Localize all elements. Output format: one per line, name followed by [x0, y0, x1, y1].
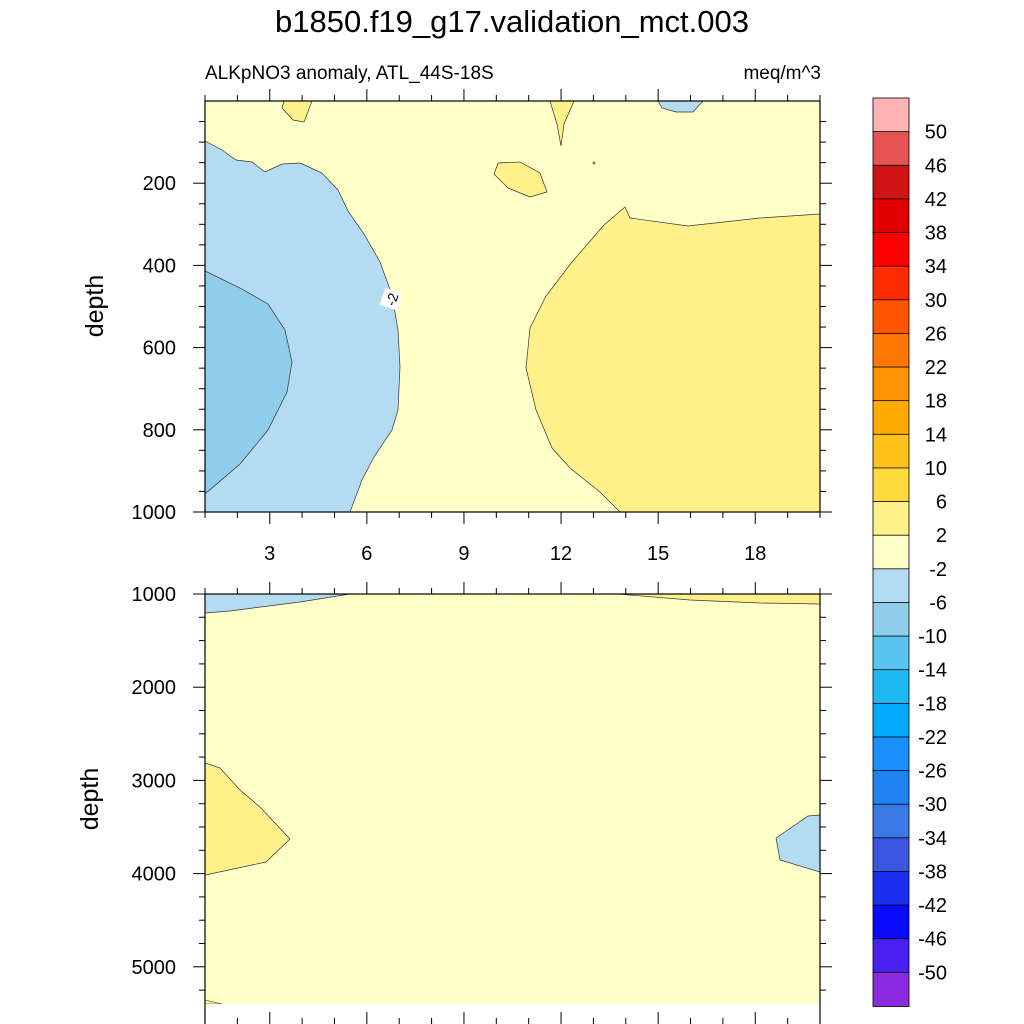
lower-y-tick-label: 4000 — [132, 864, 177, 886]
colorbar-swatch — [872, 837, 910, 873]
upper-region-surface-dip — [281, 101, 313, 123]
contour-label: -2 — [382, 291, 401, 308]
colorbar-label: -6 — [929, 592, 947, 614]
lower-region-neutral — [205, 594, 820, 1004]
lower-y-tick-label: 5000 — [132, 957, 177, 979]
upper-axis-ticks: 3 6 9 12 15 18 200 400 600 800 1000 — [132, 89, 832, 565]
colorbar-label: -10 — [918, 626, 947, 648]
upper-x-tick-label: 15 — [647, 543, 669, 565]
colorbar-swatch — [872, 669, 910, 705]
lower-y-tick-label: 1000 — [132, 584, 177, 606]
colorbar-label: -34 — [918, 828, 947, 850]
colorbar-swatch — [872, 366, 910, 402]
contour-label-box — [379, 287, 403, 311]
lower-region-west-warm — [205, 762, 291, 876]
colorbar-label: -46 — [918, 929, 947, 951]
colorbar-swatch — [872, 198, 910, 234]
colorbar-swatch — [872, 803, 910, 839]
lower-panel: 1000 2000 3000 4000 5000 depth — [76, 582, 832, 1024]
lower-plot-frame — [204, 593, 821, 1024]
colorbar-swatch — [872, 265, 910, 301]
colorbar-swatch — [872, 736, 910, 772]
upper-region-surface-cold — [657, 101, 704, 113]
upper-region-surface-spike — [549, 101, 575, 147]
chart-title: b1850.f19_g17.validation_mct.003 — [275, 4, 749, 39]
colorbar-label: -42 — [918, 895, 947, 917]
colorbar-swatch — [872, 333, 910, 368]
colorbar-label: -22 — [918, 727, 947, 749]
colorbar-label: 42 — [925, 189, 947, 211]
colorbar-label: 30 — [925, 290, 947, 312]
colorbar-swatch — [872, 635, 910, 671]
colorbar-swatch — [872, 602, 910, 637]
colorbar-swatch — [872, 164, 910, 200]
upper-y-axis-title: depth — [81, 275, 109, 338]
colorbar-label: 6 — [936, 492, 947, 514]
colorbar-swatch — [872, 534, 910, 570]
colorbar-swatch — [872, 904, 910, 940]
colorbar-swatch — [872, 971, 910, 1007]
colorbar-label: 18 — [925, 391, 947, 413]
colorbar-swatch — [872, 467, 910, 503]
lower-region-top-warm — [617, 594, 820, 605]
colorbar: 50 46 42 38 34 30 26 22 18 14 10 6 2 -2 -6 -10 -14 -18 -22… — [872, 97, 947, 1007]
upper-y-tick-label: 400 — [143, 255, 176, 277]
colorbar-label: 10 — [925, 458, 947, 480]
colorbar-swatch — [872, 299, 910, 335]
upper-y-tick-label: 200 — [143, 173, 176, 195]
upper-region-west-core — [205, 270, 293, 495]
upper-y-tick-label: 800 — [143, 420, 176, 442]
upper-x-tick-label: 3 — [264, 543, 275, 565]
lower-region-bottom-sliver — [205, 999, 223, 1004]
colorbar-label: -38 — [918, 861, 947, 883]
lower-y-tick-label: 2000 — [132, 677, 177, 699]
colorbar-swatch — [872, 568, 910, 604]
colorbar-swatch — [872, 97, 910, 133]
colorbar-swatch — [872, 702, 910, 738]
colorbar-label: 14 — [925, 424, 947, 446]
colorbar-label: 34 — [925, 256, 947, 278]
lower-y-axis-title: depth — [76, 768, 104, 831]
lower-contour-fills — [205, 594, 820, 1004]
colorbar-label: -18 — [918, 693, 947, 715]
upper-panel: -2 3 6 9 12 15 18 200 400 600 800 1000 depth — [81, 89, 832, 565]
lower-y-tick-label: 3000 — [132, 770, 177, 792]
colorbar-swatch — [872, 131, 910, 167]
colorbar-label: 26 — [925, 323, 947, 345]
colorbar-label: -14 — [918, 660, 947, 682]
upper-x-tick-label: 12 — [550, 543, 572, 565]
colorbar-swatch — [872, 501, 910, 537]
upper-x-tick-label: 9 — [458, 543, 469, 565]
colorbar-label: 2 — [936, 525, 947, 547]
colorbar-label: -50 — [918, 962, 947, 984]
colorbar-label: 46 — [925, 155, 947, 177]
upper-x-tick-label: 6 — [361, 543, 372, 565]
lower-region-east-cold — [775, 814, 820, 873]
upper-contour-fills: -2 — [205, 101, 820, 512]
colorbar-swatch — [872, 938, 910, 974]
colorbar-swatch — [872, 232, 910, 268]
colorbar-label: 22 — [925, 357, 947, 379]
upper-y-tick-label: 1000 — [132, 502, 177, 524]
colorbar-label: -2 — [929, 559, 947, 581]
upper-region-east-warm — [525, 206, 820, 512]
colorbar-swatch — [872, 871, 910, 907]
colorbar-label: -26 — [918, 761, 947, 783]
lower-axis-ticks: 1000 2000 3000 4000 5000 — [132, 582, 832, 1024]
colorbar-swatch — [872, 400, 910, 436]
colorbar-swatch — [872, 433, 910, 469]
colorbar-swatch — [872, 770, 910, 806]
upper-x-tick-label: 18 — [744, 543, 766, 565]
upper-y-tick-label: 600 — [143, 338, 176, 360]
colorbar-label: 50 — [925, 122, 947, 144]
upper-region-surface-warm-patch — [493, 161, 548, 198]
upper-contour-dot — [592, 161, 596, 165]
units-subtitle: meq/m^3 — [743, 63, 821, 84]
colorbar-label: -30 — [918, 794, 947, 816]
colorbar-label: 38 — [925, 223, 947, 245]
lower-region-top-cold — [205, 594, 351, 614]
variable-subtitle: ALKpNO3 anomaly, ATL_44S-18S — [205, 63, 494, 84]
